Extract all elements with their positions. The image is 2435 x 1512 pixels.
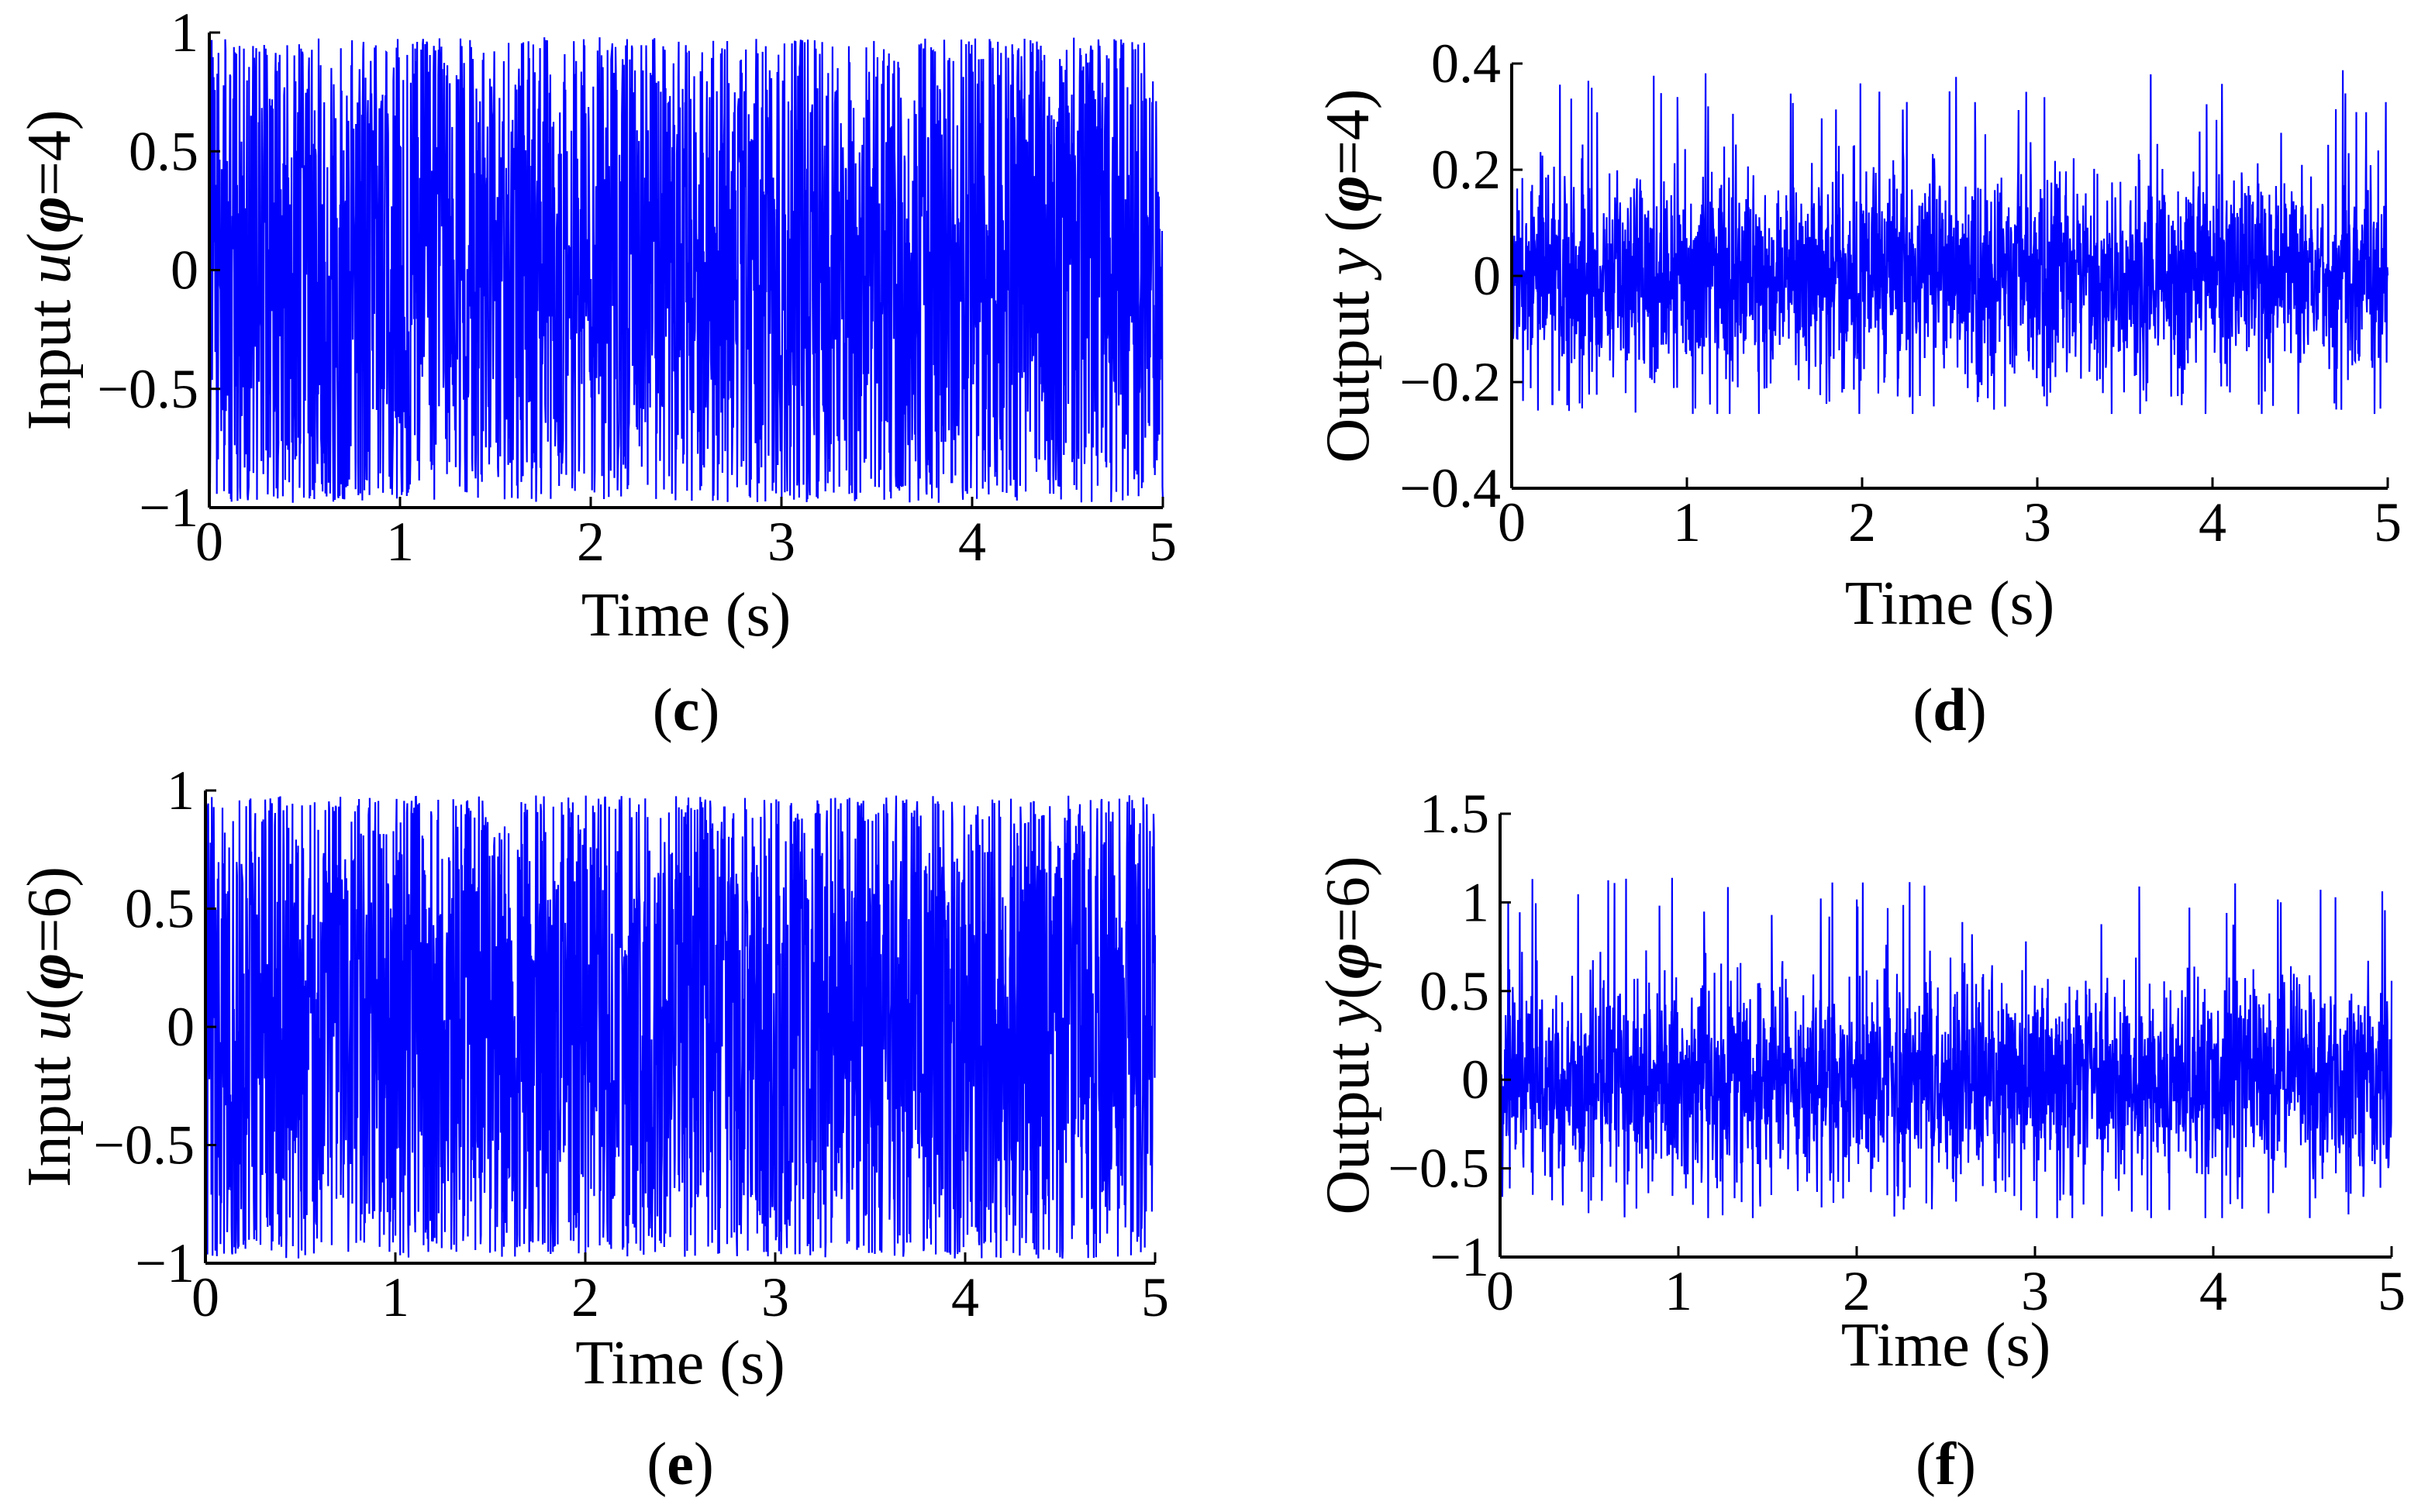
y-tick-label: 0.5 (1419, 960, 1489, 1022)
y-tick-label: −0.5 (97, 358, 198, 420)
panel-label: (f) (1916, 1430, 1976, 1497)
y-tick-label: 0.5 (125, 878, 195, 940)
x-tick-label: 4 (951, 1266, 979, 1328)
x-tick-label: 0 (191, 1266, 219, 1328)
x-tick-label: 5 (1149, 511, 1177, 573)
y-axis-label: Input u(φ=6) (16, 866, 84, 1187)
x-tick-label: 2 (1848, 491, 1876, 553)
x-tick-label: 0 (195, 511, 223, 573)
y-tick-label: 1.5 (1419, 783, 1489, 845)
y-axis-label: Input u(φ=4) (16, 109, 84, 430)
series-line (1499, 877, 2393, 1218)
x-tick-label: 2 (577, 511, 605, 573)
x-tick-label: 3 (761, 1266, 789, 1328)
x-tick-label: 0 (1498, 491, 1526, 553)
x-tick-label: 1 (386, 511, 414, 573)
x-tick-label: 0 (1486, 1260, 1514, 1322)
y-tick-label: 0.4 (1431, 33, 1501, 95)
x-tick-label: 1 (1673, 491, 1701, 553)
y-tick-label: −0.4 (1399, 457, 1501, 519)
y-axis-label: Output y(φ=6) (1314, 856, 1382, 1215)
y-tick-label: −0.5 (1388, 1138, 1489, 1200)
y-tick-label: 0.5 (129, 120, 198, 182)
series-line (204, 795, 1157, 1259)
series-line (1510, 70, 2389, 415)
panel-f: 0 1 2 3 4 5 −1 −0.5 0 0.5 1 1.5 Time (s) Output y(φ=6… (1314, 783, 2406, 1497)
x-axis-label: Time (s) (1845, 570, 2054, 638)
x-axis-label: Time (s) (581, 581, 791, 649)
x-tick-label: 3 (2023, 491, 2051, 553)
x-axis-label: Time (s) (575, 1329, 785, 1397)
x-tick-label: 4 (2199, 1260, 2227, 1322)
x-tick-label: 2 (571, 1266, 599, 1328)
y-tick-label: 0 (1461, 1049, 1489, 1111)
y-tick-label: −0.5 (93, 1114, 195, 1176)
y-tick-label: 0 (1473, 245, 1501, 307)
x-tick-label: 5 (1141, 1266, 1169, 1328)
series-line (208, 37, 1164, 503)
x-tick-label: 4 (2199, 491, 2226, 553)
y-tick-label: 0.2 (1431, 139, 1501, 201)
y-tick-label: 0 (171, 239, 198, 301)
x-tick-label: 3 (2021, 1260, 2049, 1322)
panel-label: (e) (647, 1430, 714, 1497)
panel-d: 0 1 2 3 4 5 −0.4 −0.2 0 0.2 0.4 Time (s) Output y (φ… (1314, 33, 2402, 743)
y-tick-label: −1 (135, 1232, 195, 1294)
x-tick-label: 5 (2374, 491, 2402, 553)
x-tick-label: 1 (381, 1266, 409, 1328)
panel-c: 0 1 2 3 4 5 −1 −0.5 0 0.5 1 Time (s) Input u(φ=4) (c) (16, 2, 1177, 743)
y-tick-label: −1 (139, 477, 198, 539)
y-tick-label: 1 (1461, 871, 1489, 933)
panel-label: (d) (1912, 676, 1986, 743)
y-tick-label: 1 (167, 759, 195, 821)
y-tick-label: −1 (1430, 1226, 1489, 1288)
y-tick-label: 0 (167, 996, 195, 1058)
x-tick-label: 4 (958, 511, 986, 573)
x-tick-label: 5 (2378, 1260, 2406, 1322)
x-tick-label: 1 (1664, 1260, 1692, 1322)
y-tick-label: −0.2 (1399, 351, 1501, 413)
panel-e: 0 1 2 3 4 5 −1 −0.5 0 0.5 1 Time (s) Input u(φ=6) (e) (16, 759, 1169, 1497)
y-axis-label: Output y (φ=4) (1314, 89, 1382, 463)
x-axis-label: Time (s) (1841, 1311, 2050, 1379)
x-tick-label: 2 (1843, 1260, 1871, 1322)
panel-label: (c) (653, 676, 720, 743)
y-tick-label: 1 (171, 2, 198, 64)
x-tick-label: 3 (767, 511, 795, 573)
